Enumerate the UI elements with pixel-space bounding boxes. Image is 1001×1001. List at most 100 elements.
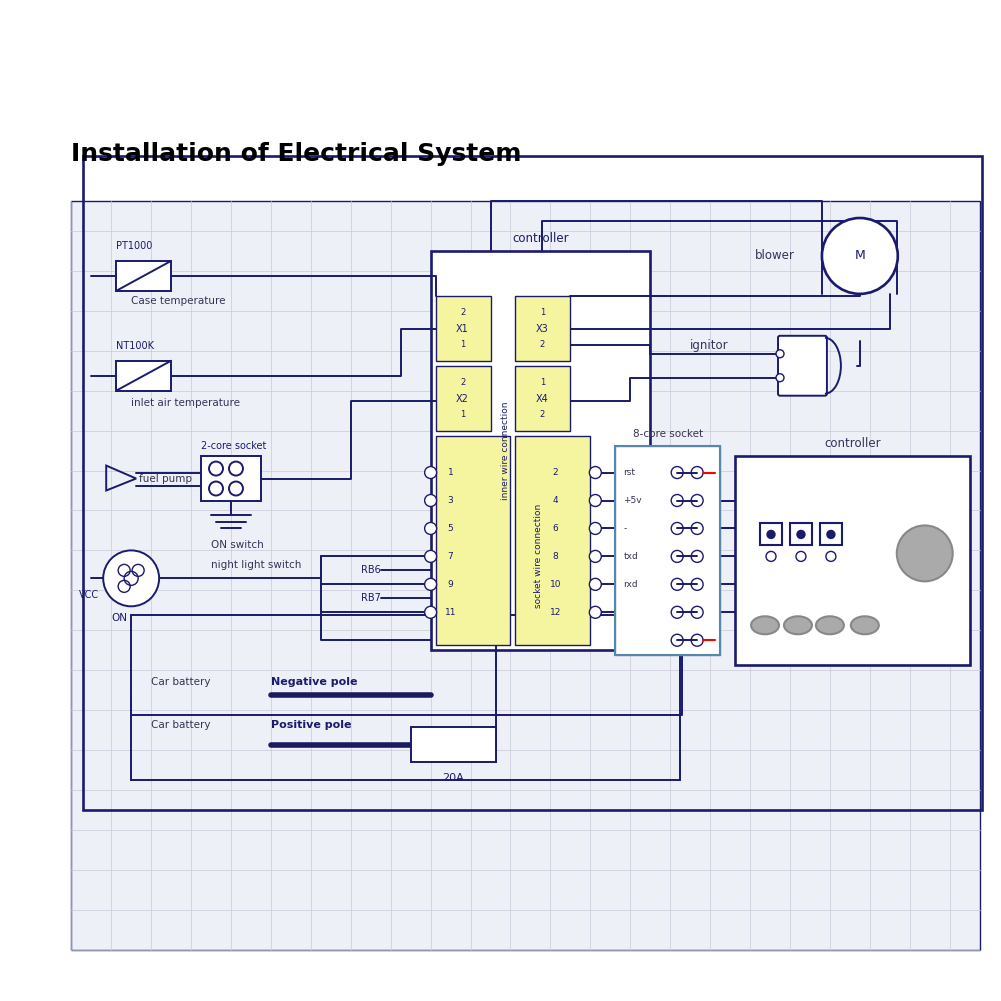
Bar [820, 524, 842, 546]
Circle shape [590, 494, 602, 507]
Bar [435, 296, 490, 360]
Circle shape [691, 523, 703, 535]
Text: RB6: RB6 [361, 566, 380, 576]
Text: Installation of Electrical System: Installation of Electrical System [71, 142, 522, 166]
Text: blower: blower [755, 249, 795, 262]
Bar [735, 455, 970, 666]
Circle shape [672, 551, 683, 563]
Text: 1: 1 [447, 468, 453, 477]
Text: 8: 8 [553, 552, 559, 561]
Text: X4: X4 [537, 393, 549, 403]
Bar [435, 365, 490, 430]
Bar [616, 445, 720, 656]
Bar [516, 296, 571, 360]
Circle shape [672, 607, 683, 619]
Circle shape [897, 526, 953, 582]
Bar [116, 360, 171, 390]
Text: PT1000: PT1000 [116, 241, 152, 251]
Text: night light switch: night light switch [211, 561, 301, 571]
Text: RB7: RB7 [360, 594, 380, 604]
Text: rst: rst [624, 468, 636, 477]
Text: 2: 2 [540, 410, 546, 419]
Bar [71, 201, 980, 950]
Text: socket wire connection: socket wire connection [534, 504, 543, 608]
Bar [131, 616, 681, 780]
Text: 2: 2 [553, 468, 559, 477]
Text: 20A: 20A [441, 773, 463, 783]
Text: 11: 11 [444, 608, 456, 617]
Text: 1: 1 [540, 378, 546, 387]
Bar [760, 524, 782, 546]
Circle shape [424, 551, 436, 563]
Text: 2: 2 [540, 340, 546, 349]
Circle shape [424, 466, 436, 478]
Text: txd: txd [624, 552, 638, 561]
Bar [201, 455, 261, 500]
Text: ON switch: ON switch [211, 541, 264, 551]
Bar [430, 251, 651, 651]
Circle shape [672, 635, 683, 647]
Text: ignitor: ignitor [690, 339, 729, 352]
Text: +5v: +5v [624, 496, 642, 505]
Text: VCC: VCC [79, 591, 99, 601]
Circle shape [767, 531, 775, 539]
Circle shape [691, 494, 703, 507]
Bar [435, 435, 511, 646]
Text: X1: X1 [456, 323, 468, 333]
Circle shape [103, 551, 159, 607]
Circle shape [691, 607, 703, 619]
Text: 1: 1 [459, 340, 465, 349]
Text: inlet air temperature: inlet air temperature [131, 397, 240, 407]
Text: Positive pole: Positive pole [271, 720, 351, 730]
Circle shape [590, 523, 602, 535]
Text: controller: controller [824, 437, 881, 450]
Circle shape [590, 579, 602, 591]
Text: 1: 1 [540, 308, 546, 317]
Circle shape [822, 218, 898, 294]
Text: 6: 6 [553, 524, 559, 533]
Text: 1: 1 [459, 410, 465, 419]
Text: 12: 12 [550, 608, 562, 617]
Circle shape [229, 481, 243, 495]
Circle shape [672, 579, 683, 591]
Bar [790, 524, 812, 546]
Circle shape [590, 466, 602, 478]
Circle shape [590, 607, 602, 619]
Circle shape [776, 349, 784, 357]
Text: ON: ON [111, 614, 127, 624]
Text: 10: 10 [550, 580, 562, 589]
Circle shape [424, 579, 436, 591]
FancyBboxPatch shape [778, 335, 827, 395]
Text: Car battery: Car battery [151, 677, 210, 687]
Circle shape [672, 494, 683, 507]
Text: 2: 2 [459, 378, 465, 387]
Text: -: - [624, 524, 627, 533]
Bar [116, 261, 171, 291]
Text: 3: 3 [447, 496, 453, 505]
Text: controller: controller [513, 232, 569, 245]
Ellipse shape [784, 617, 812, 635]
Text: 9: 9 [447, 580, 453, 589]
Circle shape [209, 481, 223, 495]
Text: 4: 4 [553, 496, 559, 505]
Circle shape [209, 461, 223, 475]
Bar [616, 445, 720, 656]
Circle shape [691, 635, 703, 647]
Bar [83, 156, 982, 810]
Circle shape [590, 551, 602, 563]
Text: M: M [855, 249, 865, 262]
Circle shape [691, 551, 703, 563]
Text: Negative pole: Negative pole [271, 677, 357, 687]
Text: Car battery: Car battery [151, 720, 210, 730]
Text: 7: 7 [447, 552, 453, 561]
Text: NT100K: NT100K [116, 340, 154, 350]
Bar [516, 365, 571, 430]
Text: X2: X2 [456, 393, 469, 403]
Circle shape [827, 531, 835, 539]
Circle shape [424, 494, 436, 507]
Bar [516, 435, 591, 646]
Bar [410, 727, 495, 762]
Text: 8-core socket: 8-core socket [633, 428, 703, 438]
Circle shape [776, 373, 784, 381]
Circle shape [424, 607, 436, 619]
